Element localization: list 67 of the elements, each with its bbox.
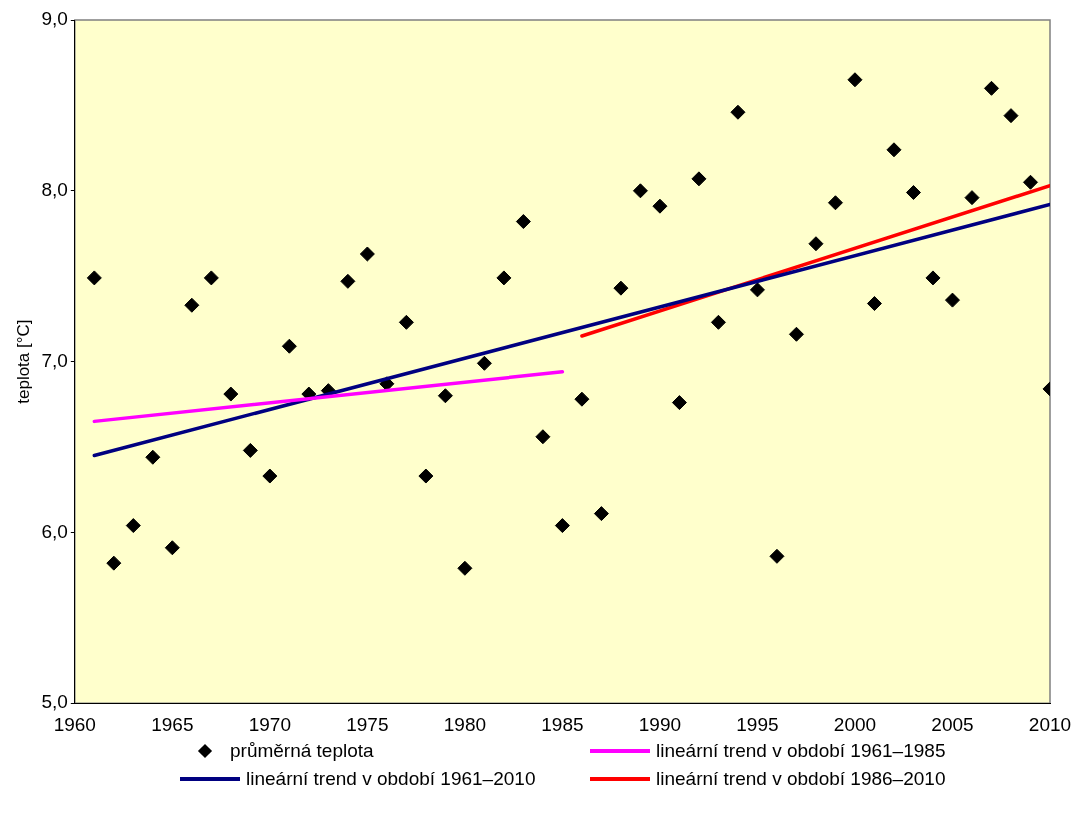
x-tick-label: 1975 xyxy=(346,713,389,735)
point xyxy=(574,391,590,407)
y-tick-label: 8,0 xyxy=(41,179,68,201)
x-tick-label: 2000 xyxy=(833,713,877,735)
x-tick-label: 1980 xyxy=(443,713,487,735)
point xyxy=(515,214,531,230)
point xyxy=(671,395,687,411)
point xyxy=(1003,108,1019,124)
point xyxy=(476,355,492,371)
point xyxy=(593,506,609,522)
point xyxy=(242,442,258,458)
x-tick-label: 1995 xyxy=(736,713,779,735)
point xyxy=(983,80,999,96)
point xyxy=(788,326,804,342)
point xyxy=(398,314,414,330)
point xyxy=(1023,174,1038,190)
point xyxy=(691,171,707,187)
y-tick-label: 7,0 xyxy=(41,349,68,371)
point xyxy=(457,560,473,576)
point xyxy=(281,338,297,354)
point xyxy=(847,72,863,88)
x-tick-label: 1985 xyxy=(541,713,584,735)
x-tick-label: 2010 xyxy=(1028,713,1072,735)
legend-label: lineární trend v období 1961–1985 xyxy=(656,740,946,762)
point xyxy=(125,518,141,534)
x-tick-label: 1970 xyxy=(248,713,291,735)
y-axis-title: teplota [°C] xyxy=(13,319,33,404)
point xyxy=(359,246,375,262)
point xyxy=(613,280,629,296)
point xyxy=(827,195,843,211)
point xyxy=(106,555,122,571)
point xyxy=(554,518,570,534)
legend-label: průměrná teplota xyxy=(230,740,374,762)
point xyxy=(632,183,648,199)
point xyxy=(886,142,902,158)
point xyxy=(86,270,102,286)
point xyxy=(905,185,921,201)
point xyxy=(749,282,765,298)
point xyxy=(652,198,668,214)
point xyxy=(203,270,219,286)
point xyxy=(944,292,960,308)
point xyxy=(164,540,180,556)
point xyxy=(964,190,980,206)
legend-label: lineární trend v období 1986–2010 xyxy=(656,768,946,790)
point xyxy=(535,429,551,445)
y-tick-label: 6,0 xyxy=(41,520,68,542)
point xyxy=(730,104,746,120)
point xyxy=(262,468,278,484)
point xyxy=(866,296,882,312)
legend-label: lineární trend v období 1961–2010 xyxy=(246,768,536,790)
x-tick-label: 1960 xyxy=(53,713,96,735)
point xyxy=(808,236,824,252)
point xyxy=(496,270,512,286)
y-tick-label: 9,0 xyxy=(41,8,68,30)
point xyxy=(769,548,785,564)
point xyxy=(418,468,434,484)
point xyxy=(184,297,200,313)
point xyxy=(340,273,356,289)
x-tick-label: 1965 xyxy=(151,713,194,735)
x-tick-label: 1990 xyxy=(638,713,682,735)
point xyxy=(437,388,453,404)
point xyxy=(710,314,726,330)
point xyxy=(925,270,941,286)
x-tick-label: 2005 xyxy=(931,713,974,735)
y-tick-label: 5,0 xyxy=(41,691,68,713)
point xyxy=(223,386,239,402)
point xyxy=(145,449,161,465)
